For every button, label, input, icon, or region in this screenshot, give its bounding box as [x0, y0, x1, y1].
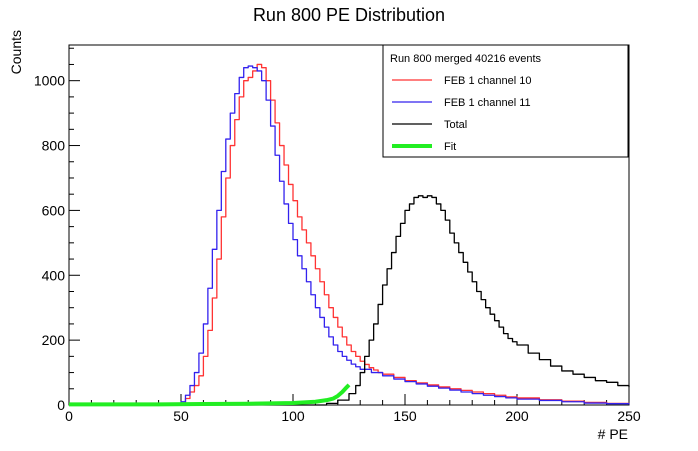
legend-label-1: FEB 1 channel 11 — [444, 97, 531, 109]
x-axis-label: # PE — [598, 426, 628, 442]
y-axis-label: Counts — [8, 30, 24, 74]
legend-box — [382, 44, 629, 158]
x-tick-label: 0 — [65, 408, 73, 424]
x-tick-label: 50 — [173, 408, 189, 424]
y-tick-label: 400 — [42, 267, 66, 283]
x-tick-label: 250 — [617, 408, 641, 424]
y-tick-label: 0 — [57, 397, 65, 413]
x-tick-label: 100 — [281, 408, 305, 424]
x-tick-label: 150 — [393, 408, 417, 424]
y-tick-label: 600 — [42, 202, 66, 218]
y-tick-label: 200 — [42, 332, 66, 348]
axis-ticks: 0 50 100 150 200 250 0 200 400 600 800 1000 — [34, 47, 641, 424]
y-tick-label: 800 — [42, 138, 66, 154]
chart-title: Run 800 PE Distribution — [253, 5, 445, 25]
x-tick-label: 200 — [505, 408, 529, 424]
y-tick-label: 1000 — [34, 73, 65, 89]
legend-entries: FEB 1 channel 10 FEB 1 channel 11 Total Fit — [392, 75, 531, 153]
legend-label-0: FEB 1 channel 10 — [444, 75, 531, 87]
legend-header: Run 800 merged 40216 events — [390, 53, 542, 65]
series-line-2 — [69, 195, 630, 406]
series-layer — [69, 63, 630, 407]
series-line-0 — [69, 63, 630, 406]
legend-label-3: Fit — [444, 141, 456, 153]
legend-label-2: Total — [444, 119, 467, 131]
series-line-1 — [69, 65, 630, 406]
plot-frame — [68, 44, 630, 406]
legend: Run 800 merged 40216 events FEB 1 channe… — [382, 44, 629, 158]
series-line-3 — [69, 383, 351, 407]
